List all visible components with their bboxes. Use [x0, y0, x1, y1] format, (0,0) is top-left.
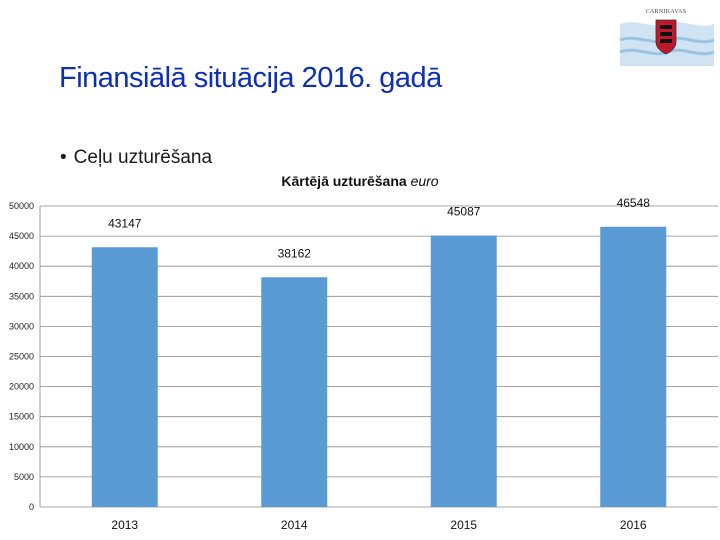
chart-title-unit: euro	[410, 173, 439, 189]
x-tick-label-2013: 2013	[111, 518, 138, 532]
data-label-2016: 46548	[617, 196, 651, 210]
bar-2015	[430, 235, 497, 507]
page-title: Finansiālā situācija 2016. gadā	[59, 62, 442, 94]
bar-2014	[261, 277, 328, 507]
y-tick-label: 35000	[9, 291, 34, 301]
municipality-logo	[618, 4, 716, 66]
chart-title: Kārtējā uzturēšana euro	[0, 173, 720, 189]
y-tick-label: 50000	[9, 201, 34, 211]
bullet-symbol: •	[60, 147, 67, 168]
bar-2013	[91, 247, 158, 507]
y-tick-label: 45000	[9, 231, 34, 241]
data-label-2015: 45087	[447, 205, 481, 219]
x-tick-label-2014: 2014	[281, 518, 308, 532]
y-tick-label: 5000	[14, 472, 34, 482]
logo-caption: CARNIKAVAS	[645, 9, 687, 15]
bar-2016	[600, 226, 667, 507]
data-label-2013: 43147	[108, 216, 142, 230]
data-label-2014: 38162	[278, 246, 312, 260]
y-tick-label: 40000	[9, 261, 34, 271]
x-tick-label-2015: 2015	[450, 518, 477, 532]
chart-title-main: Kārtējā uzturēšana	[281, 173, 407, 189]
x-tick-label-2016: 2016	[620, 518, 647, 532]
y-tick-label: 25000	[9, 352, 34, 362]
y-tick-label: 20000	[9, 382, 34, 392]
bullet-text: Ceļu uzturēšana	[73, 147, 213, 168]
bullet-item: • Ceļu uzturēšana	[60, 147, 212, 169]
y-tick-label: 30000	[9, 321, 34, 331]
y-tick-label: 10000	[9, 442, 34, 452]
y-tick-label: 15000	[9, 412, 34, 422]
y-tick-label: 0	[29, 502, 34, 512]
